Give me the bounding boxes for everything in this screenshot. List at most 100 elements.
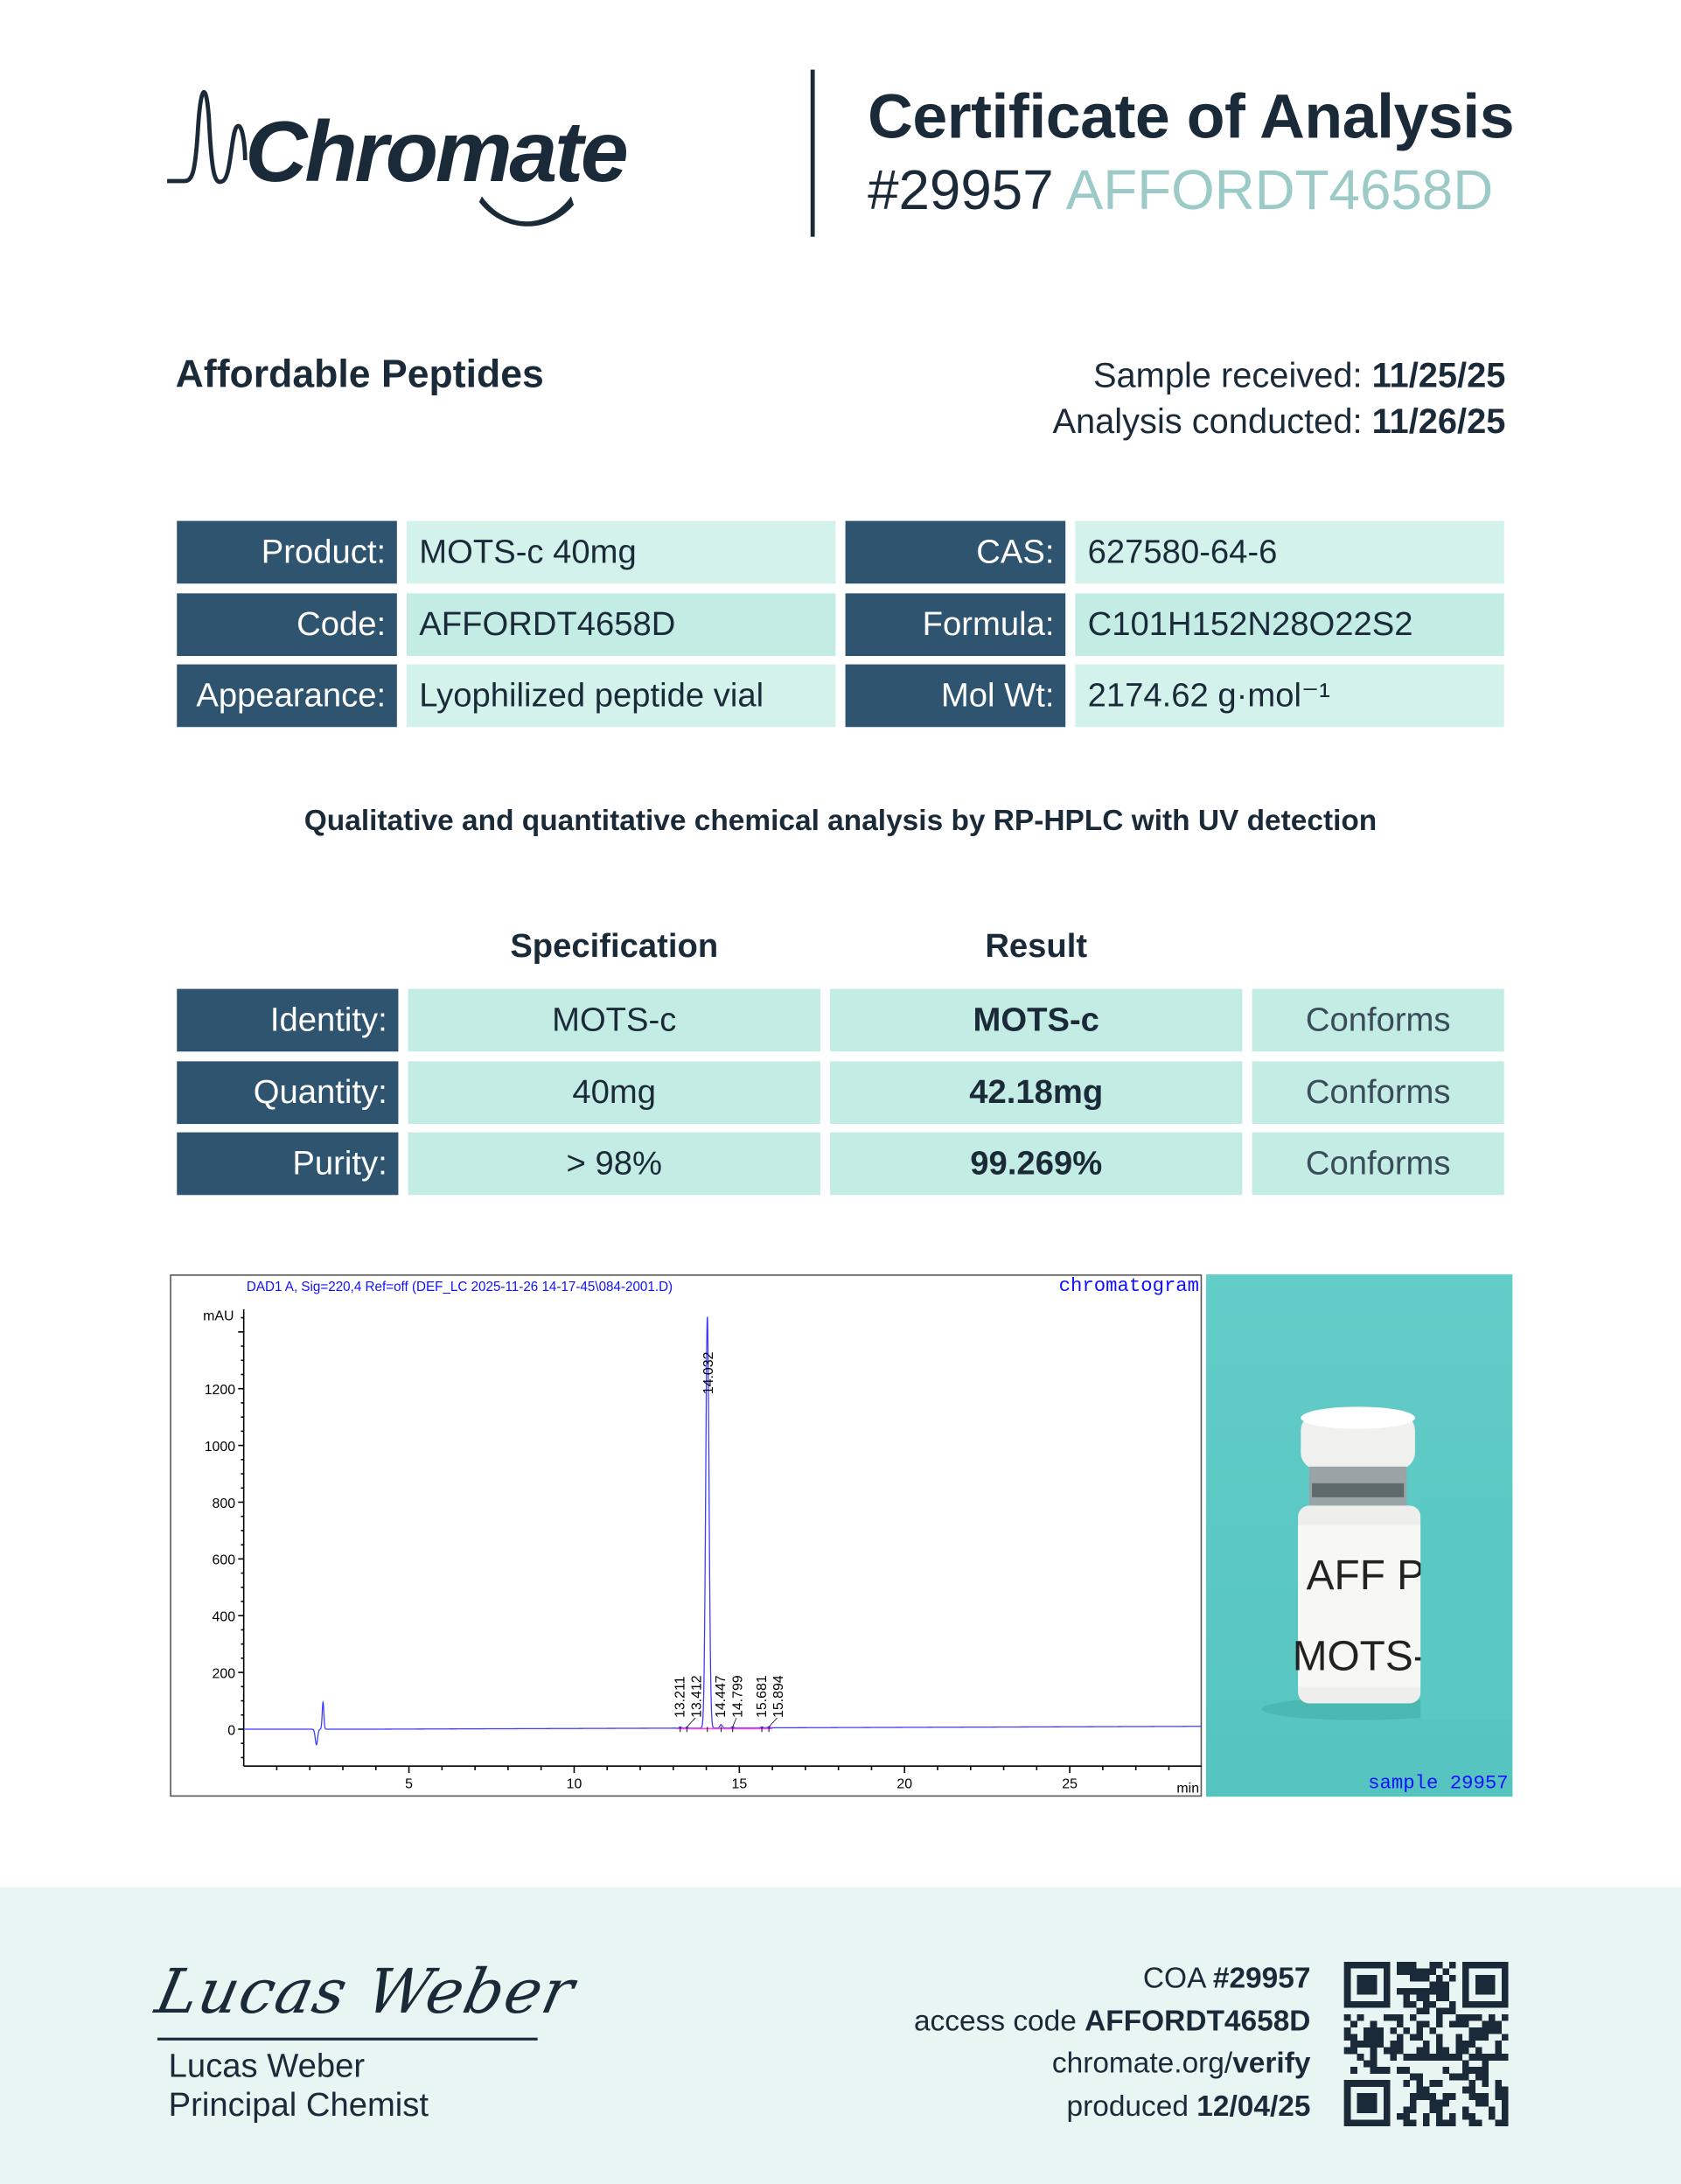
- qr-module: [1403, 2067, 1410, 2074]
- qr-module: [1489, 2027, 1496, 2034]
- qr-module: [1383, 1974, 1391, 1982]
- qr-module: [1364, 2027, 1371, 2034]
- coa-number: #29957: [868, 160, 1054, 222]
- qr-module: [1502, 2054, 1509, 2061]
- qr-module: [1357, 1981, 1364, 1989]
- qr-module: [1489, 1981, 1496, 1989]
- qr-module: [1461, 1968, 1469, 1976]
- qr-module: [1364, 2119, 1371, 2126]
- qr-module: [1442, 2093, 1450, 2100]
- qr-module: [1461, 2041, 1469, 2048]
- qr-module: [1475, 2027, 1482, 2034]
- qr-module: [1422, 2119, 1430, 2126]
- qr-module: [1495, 2054, 1503, 2061]
- qr-module: [1370, 2060, 1378, 2068]
- access-code-footer: AFFORDT4658D: [1085, 2005, 1311, 2037]
- qr-module: [1357, 2119, 1364, 2126]
- coa-prefix: COA: [1142, 1962, 1205, 1995]
- qr-module: [1343, 2034, 1351, 2041]
- qr-module: [1377, 2027, 1384, 2034]
- qr-module: [1416, 2007, 1424, 2015]
- qr-module: [1390, 2054, 1397, 2061]
- info-value: AFFORDT4658D: [406, 593, 836, 657]
- qr-module: [1422, 2000, 1430, 2008]
- qr-module: [1403, 1961, 1410, 1969]
- qr-module: [1455, 2034, 1463, 2041]
- qr-module: [1409, 2119, 1417, 2126]
- qr-module: [1350, 2080, 1357, 2087]
- peak-label: 14.447: [714, 1675, 729, 1718]
- qr-module: [1429, 1981, 1437, 1989]
- info-label: CAS:: [845, 520, 1066, 584]
- qr-module: [1502, 1974, 1509, 1982]
- peak-leader-line: [732, 1717, 737, 1727]
- qr-module: [1343, 1968, 1351, 1976]
- qr-module: [1482, 2099, 1489, 2107]
- qr-module: [1343, 1987, 1351, 1995]
- qr-module: [1448, 1974, 1456, 1982]
- qr-module: [1403, 1994, 1410, 2002]
- qr-module: [1409, 2014, 1417, 2021]
- qr-code[interactable]: [1343, 1961, 1509, 2126]
- qr-module: [1482, 2054, 1489, 2061]
- qr-module: [1475, 2054, 1482, 2061]
- qr-module: [1370, 2119, 1378, 2126]
- qr-module: [1396, 2067, 1404, 2074]
- qr-module: [1468, 1961, 1476, 1969]
- access-code: AFFORDT4658D: [1065, 160, 1494, 222]
- qr-module: [1409, 2054, 1417, 2061]
- qr-module: [1448, 2054, 1456, 2061]
- result-value: 42.18mg: [830, 1061, 1243, 1125]
- qr-module: [1482, 1974, 1489, 1982]
- qr-module: [1442, 1981, 1450, 1989]
- logo-text: Chromate: [245, 103, 627, 199]
- qr-module: [1383, 2099, 1391, 2107]
- verify-link[interactable]: chromate.org/verify: [914, 2043, 1311, 2086]
- qr-module: [1482, 1987, 1489, 1995]
- qr-module: [1461, 2060, 1469, 2068]
- qr-module: [1502, 2086, 1509, 2094]
- qr-module: [1429, 1968, 1437, 1976]
- verification-info: COA #29957 access code AFFORDT4658D chro…: [914, 1958, 1310, 2128]
- qr-module: [1350, 2020, 1357, 2028]
- qr-module: [1377, 1961, 1384, 1969]
- qr-module: [1422, 2007, 1430, 2015]
- qr-module: [1383, 2106, 1391, 2113]
- result-header: Result: [985, 927, 1088, 966]
- peak-label: 14.032: [701, 1351, 716, 1394]
- chart-corner-label: chromatogram: [1059, 1274, 1199, 1297]
- qr-module: [1350, 2000, 1357, 2008]
- qr-module: [1343, 2086, 1351, 2094]
- y-axis-label: mAU: [203, 1309, 234, 1324]
- qr-module: [1370, 2041, 1378, 2048]
- qr-module: [1461, 2106, 1469, 2113]
- qr-module: [1502, 2000, 1509, 2008]
- qr-module: [1377, 2119, 1384, 2126]
- qr-module: [1416, 2034, 1424, 2041]
- qr-module: [1482, 2034, 1489, 2041]
- qr-module: [1396, 1961, 1404, 1969]
- qr-module: [1370, 1974, 1378, 1982]
- qr-module: [1502, 2112, 1509, 2120]
- qr-module: [1468, 2067, 1476, 2074]
- qr-module: [1448, 2119, 1456, 2126]
- qr-module: [1370, 2034, 1378, 2041]
- qr-module: [1435, 1974, 1443, 1982]
- qr-module: [1429, 2106, 1437, 2113]
- coa-number-footer: #29957: [1212, 1962, 1311, 1995]
- qr-module: [1502, 2106, 1509, 2113]
- qr-module: [1461, 1974, 1469, 1982]
- qr-module: [1435, 1981, 1443, 1989]
- qr-module: [1383, 1994, 1391, 2002]
- qr-module: [1370, 2020, 1378, 2028]
- result-status: Conforms: [1252, 1061, 1504, 1125]
- qr-module: [1461, 1961, 1469, 1969]
- qr-module: [1495, 2047, 1503, 2055]
- qr-module: [1364, 2034, 1371, 2041]
- qr-module: [1482, 2067, 1489, 2074]
- dates: Sample received: 11/25/25 Analysis condu…: [1052, 353, 1505, 445]
- conducted-date: 11/26/25: [1371, 402, 1506, 442]
- qr-module: [1461, 2086, 1469, 2094]
- qr-module: [1409, 2034, 1417, 2041]
- info-value: 627580-64-6: [1075, 520, 1504, 584]
